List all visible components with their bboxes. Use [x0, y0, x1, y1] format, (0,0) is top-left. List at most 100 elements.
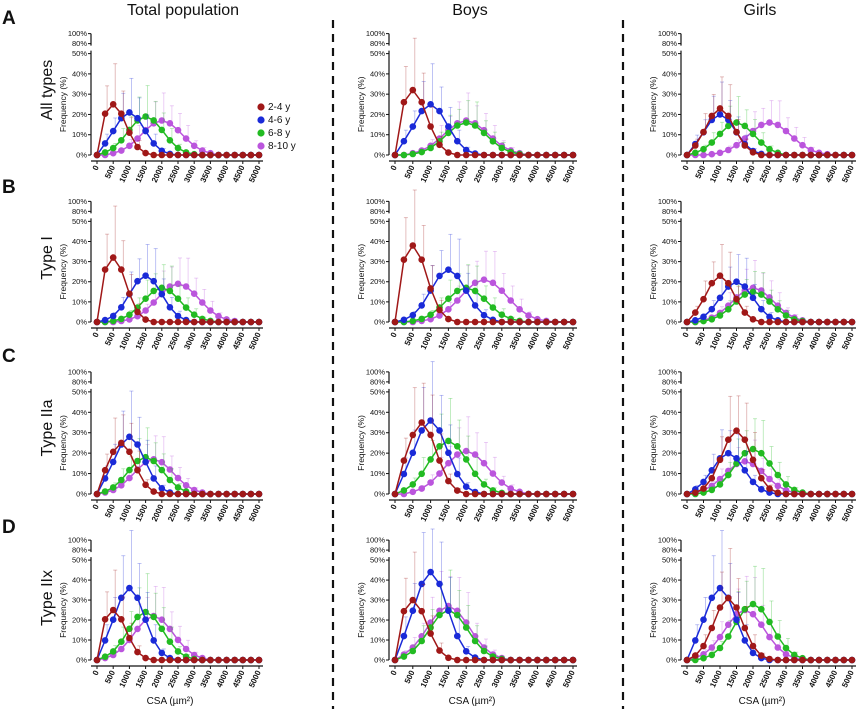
x-tick-label: 500: [694, 503, 708, 519]
data-point: [101, 616, 109, 623]
data-point: [134, 277, 141, 285]
y-tick-label: 50%: [662, 556, 677, 565]
data-point: [489, 151, 497, 159]
x-tick-label: 4000: [215, 164, 231, 184]
x-tick-label: 1000: [419, 669, 435, 689]
y-tick-label: 40%: [662, 408, 677, 417]
data-point: [507, 656, 514, 664]
data-point: [716, 481, 724, 488]
y-axis-label: Frequency (%): [648, 76, 658, 132]
data-point: [391, 151, 399, 159]
data-point: [700, 128, 707, 136]
data-point: [400, 137, 408, 145]
x-tick-label: 0: [681, 331, 691, 339]
y-tick-label: 80%: [72, 207, 87, 216]
y-tick-label: 0%: [666, 151, 677, 160]
data-point: [758, 474, 765, 482]
x-tick-label: 500: [694, 164, 708, 180]
x-tick-label: 2000: [741, 331, 757, 351]
data-point: [774, 489, 782, 497]
series-2-4y: [683, 244, 856, 326]
data-point: [126, 474, 133, 482]
data-point: [247, 318, 255, 326]
panel: 0%10%20%30%40%50%80%100%Frequency (%)0 50…: [58, 197, 263, 351]
data-point: [166, 304, 174, 311]
x-tick-label: 3000: [182, 331, 198, 351]
data-point: [436, 141, 443, 149]
series-2-4y: [391, 37, 577, 159]
x-tick-label: 1000: [419, 331, 435, 351]
data-point: [560, 318, 568, 326]
x-tick-label: 0: [681, 503, 691, 511]
data-point: [150, 287, 157, 295]
data-point: [454, 443, 461, 450]
y-tick-label: 0%: [76, 656, 87, 665]
data-point: [791, 151, 798, 159]
y-tick-label: 0%: [76, 490, 87, 499]
data-point: [507, 151, 514, 159]
data-point: [126, 142, 133, 150]
data-point: [725, 449, 732, 457]
data-point: [516, 306, 523, 313]
y-axis-label: Frequency (%): [356, 244, 366, 300]
data-point: [471, 279, 479, 287]
data-point: [551, 318, 559, 326]
data-point: [741, 122, 749, 130]
data-point: [551, 490, 559, 498]
x-tick-label: 3500: [508, 164, 524, 184]
series-6-8y: [391, 398, 577, 498]
panel: 0%10%20%30%40%50%80%100%Frequency (%)0 50…: [58, 530, 263, 689]
data-point: [158, 458, 166, 466]
data-point: [158, 616, 166, 623]
data-point: [454, 656, 461, 664]
x-tick-label: 3500: [508, 503, 524, 523]
row-label-type-iia: Type IIa: [39, 399, 56, 456]
y-tick-label: 80%: [370, 546, 385, 555]
x-tick-label: 4500: [824, 164, 840, 184]
y-tick-label: 100%: [366, 197, 386, 206]
data-point: [480, 311, 488, 319]
legend-swatch-4-6y: [257, 116, 265, 124]
data-point: [525, 318, 532, 326]
data-point: [418, 637, 426, 645]
data-point: [247, 490, 255, 498]
data-point: [454, 151, 461, 159]
data-point: [436, 611, 443, 619]
row-letter-a: A: [2, 8, 16, 29]
data-point: [150, 299, 157, 306]
y-tick-label: 20%: [370, 110, 385, 119]
data-point: [454, 451, 461, 458]
data-point: [462, 456, 470, 463]
data-point: [409, 311, 417, 319]
data-point: [223, 656, 230, 664]
y-tick-label: 0%: [666, 318, 677, 327]
series-2-4y: [391, 189, 577, 326]
data-point: [101, 110, 109, 117]
data-point: [101, 266, 109, 273]
data-point: [758, 139, 765, 146]
row-label-all-types: All types: [39, 60, 56, 120]
data-point: [471, 470, 479, 478]
data-point: [692, 652, 699, 659]
data-point: [118, 439, 125, 447]
data-point: [134, 466, 141, 474]
data-point: [436, 427, 443, 434]
x-tick-label: 2500: [472, 503, 488, 523]
y-axis-label: Frequency (%): [648, 244, 658, 300]
x-tick-label: 1000: [118, 164, 134, 184]
panel: 0%10%20%30%40%50%80%100%Frequency (%)0 50…: [356, 189, 577, 351]
data-point: [150, 117, 157, 124]
x-tick-label: 4000: [526, 669, 542, 689]
data-point: [199, 656, 206, 664]
data-point: [400, 98, 408, 106]
data-point: [142, 307, 149, 314]
data-point: [150, 475, 157, 482]
data-point: [741, 458, 749, 465]
data-point: [708, 474, 716, 482]
data-point: [199, 318, 206, 326]
data-point: [471, 302, 479, 309]
data-point: [782, 656, 790, 664]
x-tick-label: 2500: [758, 331, 774, 351]
data-point: [215, 656, 222, 664]
data-point: [93, 151, 101, 159]
